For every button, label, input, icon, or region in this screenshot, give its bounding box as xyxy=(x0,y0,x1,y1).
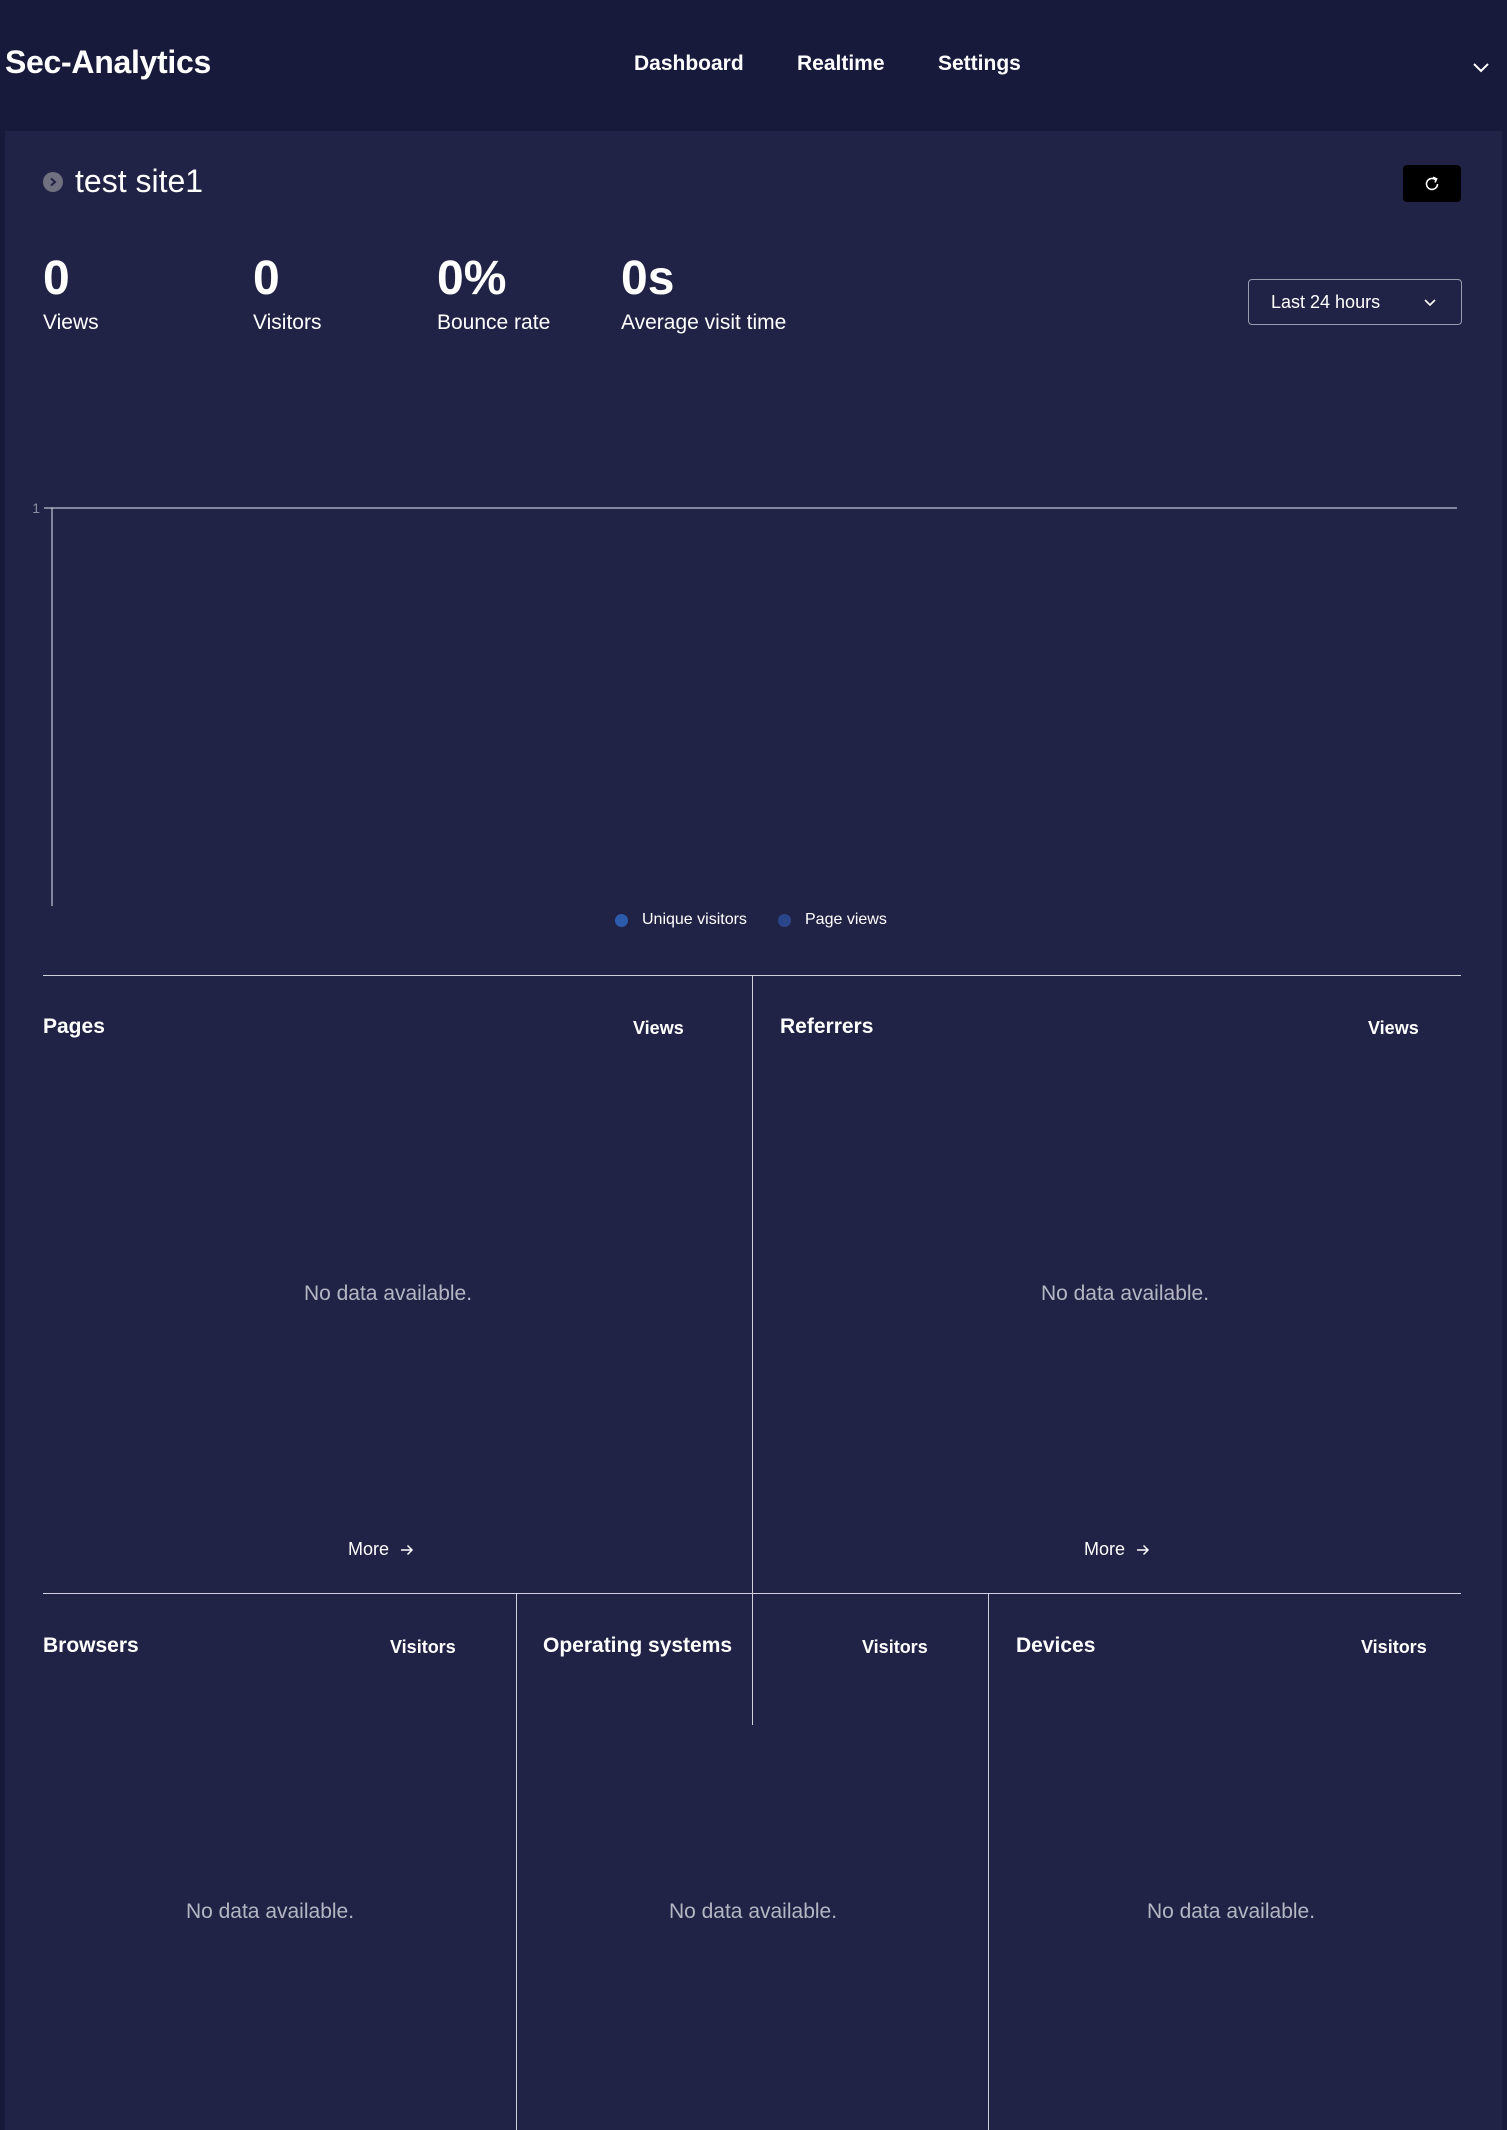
top-navbar: Sec-Analytics Dashboard Realtime Setting… xyxy=(0,0,1507,131)
metric-visitors: 0 Visitors xyxy=(253,255,321,335)
arrow-right-icon xyxy=(401,1544,414,1555)
legend-item-unique-visitors[interactable]: Unique visitors xyxy=(615,911,747,929)
metric-value: 0 xyxy=(253,252,280,305)
metric-label: Average visit time xyxy=(621,311,787,334)
chevron-down-icon xyxy=(1424,299,1436,307)
panel-title: Browsers xyxy=(43,1634,139,1657)
empty-message: No data available. xyxy=(1146,1900,1316,1923)
empty-message: No data available. xyxy=(668,1900,838,1923)
panel-column-header: Visitors xyxy=(862,1637,928,1657)
legend-swatch xyxy=(615,913,628,927)
refresh-icon xyxy=(1425,175,1439,190)
panel-title: Pages xyxy=(43,1015,105,1038)
divider xyxy=(516,1593,517,2130)
site-header: test site1 xyxy=(43,163,203,200)
metric-label: Views xyxy=(43,311,99,334)
divider xyxy=(988,1593,989,2130)
nav-dashboard[interactable]: Dashboard xyxy=(634,52,744,75)
more-label: More xyxy=(1084,1539,1126,1559)
dashboard-panel: test site1 0 Views 0 Visitors 0% Bounce … xyxy=(5,131,1502,2130)
panel-title: Operating systems xyxy=(543,1634,733,1657)
arrow-right-icon xyxy=(1137,1544,1150,1555)
metric-bounce-rate: 0% Bounce rate xyxy=(437,255,550,335)
panel-column-header: Visitors xyxy=(1361,1637,1427,1657)
panel-column-header: Visitors xyxy=(390,1637,456,1657)
legend-item-page-views[interactable]: Page views xyxy=(778,911,887,929)
pages-more-button[interactable]: More xyxy=(348,1539,415,1560)
date-range-select[interactable]: Last 24 hours xyxy=(1248,279,1462,325)
legend-swatch xyxy=(778,913,791,927)
brand-logo[interactable]: Sec-Analytics xyxy=(5,44,211,80)
nav-realtime[interactable]: Realtime xyxy=(797,52,885,75)
metric-label: Visitors xyxy=(253,311,322,334)
visitors-chart: 012AM3AM4AM5AM6AM7AM8AM9AM10AM11AM12PM1P… xyxy=(32,500,1457,906)
metric-views: 0 Views xyxy=(43,255,99,335)
empty-message: No data available. xyxy=(185,1900,355,1923)
metric-label: Bounce rate xyxy=(437,311,551,334)
empty-message: No data available. xyxy=(1040,1282,1210,1305)
chevron-right-icon[interactable] xyxy=(43,171,63,192)
divider xyxy=(43,1593,1461,1594)
panel-title: Referrers xyxy=(780,1015,874,1038)
site-name: test site1 xyxy=(75,163,204,199)
referrers-more-button[interactable]: More xyxy=(1084,1539,1151,1560)
metric-average-visit-time: 0s Average visit time xyxy=(621,255,786,335)
date-range-value: Last 24 hours xyxy=(1271,291,1381,312)
metric-value: 0s xyxy=(621,252,675,305)
more-label: More xyxy=(348,1539,390,1559)
y-tick-label: 1 xyxy=(32,500,40,516)
panel-column-header: Views xyxy=(633,1018,684,1038)
divider xyxy=(752,975,753,1725)
empty-message: No data available. xyxy=(303,1282,473,1305)
panel-title: Devices xyxy=(1016,1634,1096,1657)
metric-value: 0 xyxy=(43,252,70,305)
legend-label: Unique visitors xyxy=(642,911,747,928)
metric-value: 0% xyxy=(437,252,507,305)
nav-settings[interactable]: Settings xyxy=(938,52,1021,75)
refresh-button[interactable] xyxy=(1403,165,1461,202)
user-menu-chevron-down-icon[interactable] xyxy=(1469,55,1493,79)
legend-label: Page views xyxy=(805,911,887,928)
panel-column-header: Views xyxy=(1368,1018,1419,1038)
chart-legend: Unique visitors Page views xyxy=(5,911,1502,931)
